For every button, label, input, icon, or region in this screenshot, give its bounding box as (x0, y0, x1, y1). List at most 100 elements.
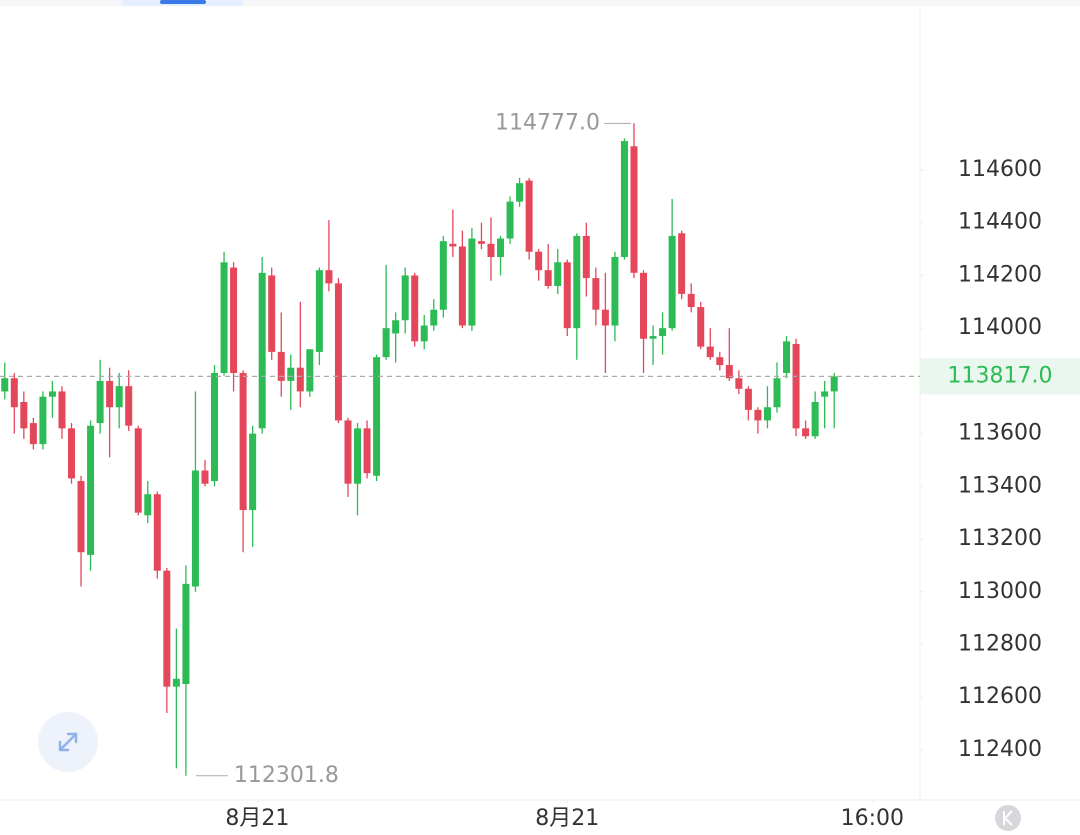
candle-body (315, 270, 323, 352)
last-price-label: 113817.0 (948, 363, 1053, 388)
last-price-box (920, 358, 1080, 395)
candle-body (449, 243, 457, 247)
expand-button[interactable] (38, 712, 98, 772)
candle-body (201, 470, 209, 484)
candle-body (573, 235, 581, 329)
candle-body (487, 243, 495, 258)
candle-body (687, 293, 695, 308)
candle-body (535, 251, 543, 271)
candle-body (401, 275, 409, 321)
y-tick-label: 112400 (958, 737, 1042, 762)
candle-body (659, 328, 667, 337)
candle-body (458, 246, 466, 326)
candle-body (411, 275, 419, 342)
candle-body (296, 367, 304, 392)
candle-body (106, 380, 114, 408)
candle-body (39, 396, 47, 445)
top-bar (0, 0, 1080, 6)
candle-body (363, 428, 371, 474)
candle-body (601, 309, 609, 326)
candle-body (792, 343, 800, 429)
candle-body (773, 378, 781, 408)
candle-body (87, 425, 95, 555)
candle-body (744, 388, 752, 410)
y-tick-label: 112600 (958, 684, 1042, 709)
candle-body (354, 428, 362, 484)
candle-body (668, 235, 676, 329)
candle-body (172, 678, 180, 687)
candle-body (115, 386, 123, 408)
y-tick-label: 114600 (958, 157, 1042, 182)
candle-body (830, 376, 838, 392)
candle-body (306, 349, 314, 392)
candle-body (430, 309, 438, 326)
candle-body (325, 270, 333, 284)
candle-body (125, 386, 133, 426)
candle-body (754, 409, 762, 421)
k-button[interactable] (995, 805, 1021, 831)
y-tick-label: 112800 (958, 631, 1042, 656)
x-tick-label: 8月21 (535, 806, 599, 831)
y-tick-label: 114200 (958, 262, 1042, 287)
candle-body (48, 391, 56, 397)
y-tick-label: 113200 (958, 526, 1042, 551)
min-label: 112301.8 (234, 763, 339, 788)
candle-body (630, 146, 638, 273)
candle-body (763, 407, 771, 421)
candle-body (153, 494, 161, 571)
y-tick-label: 114000 (958, 315, 1042, 340)
candle-body (611, 257, 619, 326)
candle-body (821, 391, 829, 397)
candle-body (20, 401, 28, 429)
candle-body (29, 423, 37, 445)
candle-body (249, 433, 257, 511)
candle-body (1, 378, 9, 392)
candle-body (191, 470, 199, 587)
candle-body (163, 570, 171, 687)
candle-body (392, 320, 400, 334)
candle-body (230, 267, 238, 373)
candle-body (96, 380, 104, 424)
candle-body (544, 270, 552, 286)
tab-indicator (160, 0, 206, 4)
y-tick-label: 113400 (958, 473, 1042, 498)
candle-body (554, 262, 562, 286)
candle-body (783, 341, 791, 373)
candle-body (563, 262, 571, 329)
candle-body (334, 283, 342, 421)
candle-body (239, 372, 247, 511)
candle-body (516, 183, 524, 202)
candle-body (268, 275, 276, 352)
candle-body (477, 241, 485, 244)
candle-body (134, 428, 142, 513)
candle-body (68, 428, 76, 479)
candle-body (144, 494, 152, 516)
candle-body (258, 272, 266, 429)
candle-body (439, 241, 447, 310)
candle-body (592, 278, 600, 310)
candle-body (77, 481, 85, 553)
y-tick-label: 113600 (958, 421, 1042, 446)
candle-body (706, 346, 714, 358)
candle-body (678, 233, 686, 294)
candle-body (344, 420, 352, 484)
y-tick-label: 113000 (958, 579, 1042, 604)
candle-body (811, 401, 819, 437)
candle-body (182, 583, 190, 685)
candle-body (802, 428, 810, 437)
candle-body (649, 336, 657, 339)
candle-body (468, 238, 476, 326)
candle-body (640, 272, 648, 339)
max-label: 114777.0 (495, 110, 600, 135)
candle-body (725, 365, 733, 379)
candle-body (497, 238, 505, 258)
candle-body (525, 180, 533, 252)
candle-body (506, 201, 514, 239)
candle-body (277, 351, 285, 381)
candle-body (697, 307, 705, 347)
candle-body (211, 372, 219, 482)
candle-body (735, 378, 743, 389)
candle-body (716, 357, 724, 366)
candle-body (10, 378, 18, 408)
